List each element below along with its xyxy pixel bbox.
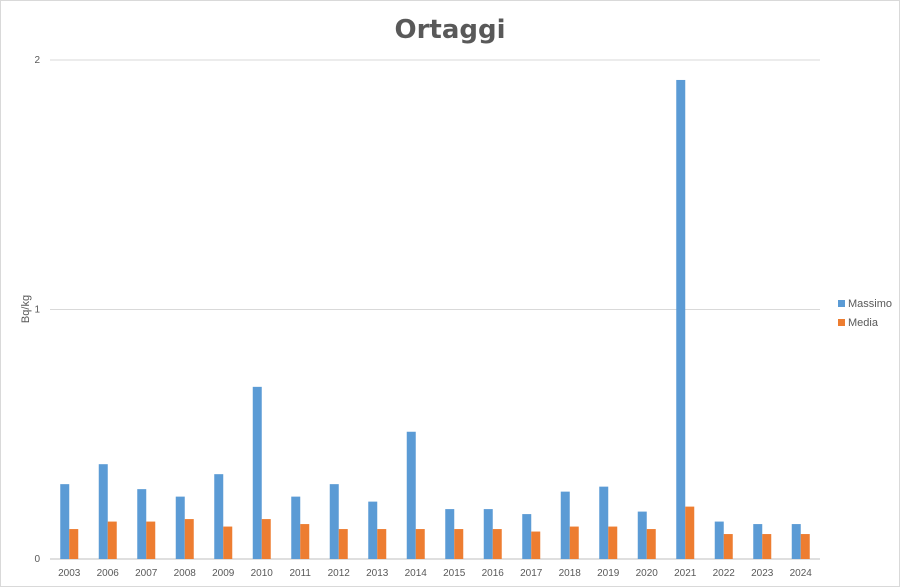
x-tick-label: 2017 <box>520 568 543 579</box>
bar-media-2015 <box>454 529 464 559</box>
bar-media-2013 <box>377 529 387 559</box>
bar-media-2003 <box>69 529 79 559</box>
bar-massimo-2006 <box>98 464 108 559</box>
y-tick-label: 2 <box>34 55 40 66</box>
legend: Massimo Media <box>838 298 892 329</box>
bar-massimo-2022 <box>714 521 724 559</box>
x-tick-label: 2023 <box>751 568 774 579</box>
x-tick-label: 2021 <box>674 568 697 579</box>
x-tick-label: 2009 <box>212 568 235 579</box>
legend-swatch-massimo <box>838 300 845 307</box>
x-tick-label: 2003 <box>58 568 81 579</box>
bar-massimo-2011 <box>291 496 301 559</box>
x-tick-label: 2012 <box>328 568 351 579</box>
bar-media-2019 <box>608 526 618 559</box>
y-tick-label: 0 <box>34 554 40 565</box>
bar-media-2006 <box>107 521 117 559</box>
x-tick-label: 2007 <box>135 568 158 579</box>
x-tick-label: 2008 <box>174 568 197 579</box>
bar-media-2010 <box>261 519 271 559</box>
gridlines <box>50 59 820 560</box>
x-tick-label: 2014 <box>405 568 428 579</box>
x-tick-label: 2006 <box>97 568 120 579</box>
y-axis-label: Bq/kg <box>20 295 32 323</box>
bar-media-2021 <box>685 506 695 559</box>
bar-massimo-2003 <box>60 484 70 559</box>
bar-massimo-2020 <box>637 511 647 559</box>
legend-label-media: Media <box>848 317 879 329</box>
y-axis-ticks: 0 1 2 <box>34 55 40 565</box>
x-tick-label: 2020 <box>636 568 659 579</box>
x-tick-label: 2015 <box>443 568 466 579</box>
bar-media-2024 <box>800 534 810 559</box>
bar-media-2011 <box>300 524 310 559</box>
bar-massimo-2017 <box>522 514 532 559</box>
x-tick-label: 2024 <box>790 568 813 579</box>
x-tick-label: 2011 <box>289 568 311 579</box>
bar-massimo-2013 <box>368 501 378 559</box>
chart-title: Ortaggi <box>394 15 505 45</box>
bar-media-2023 <box>762 534 772 559</box>
bar-massimo-2014 <box>406 431 416 559</box>
bar-massimo-2015 <box>445 509 455 559</box>
x-tick-label: 2018 <box>559 568 582 579</box>
x-axis-ticks: 2003 2006 2007 2008 2009 2010 2011 2012 2013 2014… <box>58 568 812 579</box>
legend-label-massimo: Massimo <box>848 298 892 310</box>
bar-media-2012 <box>338 529 348 559</box>
bar-massimo-2016 <box>483 509 493 559</box>
bar-massimo-2021 <box>676 79 686 560</box>
bar-massimo-2024 <box>791 524 801 559</box>
x-tick-label: 2010 <box>251 568 274 579</box>
bar-massimo-2008 <box>175 496 185 559</box>
x-tick-label: 2013 <box>366 568 389 579</box>
bar-media-2018 <box>569 526 579 559</box>
bar-massimo-2009 <box>214 474 224 559</box>
bar-massimo-2018 <box>560 491 570 559</box>
bar-media-2007 <box>146 521 156 559</box>
x-tick-label: 2016 <box>482 568 505 579</box>
bar-media-2009 <box>223 526 233 559</box>
y-tick-label: 1 <box>34 305 40 316</box>
bar-media-2016 <box>492 529 502 559</box>
bar-media-2022 <box>723 534 733 559</box>
x-tick-label: 2022 <box>713 568 736 579</box>
bar-massimo-2019 <box>599 486 609 559</box>
bar-massimo-2007 <box>137 489 147 559</box>
legend-swatch-media <box>838 319 845 326</box>
bar-media-2020 <box>646 529 656 559</box>
bar-media-2017 <box>531 531 541 559</box>
bar-media-2008 <box>184 519 194 559</box>
bar-massimo-2010 <box>252 386 262 559</box>
x-tick-label: 2019 <box>597 568 620 579</box>
bar-media-2014 <box>415 529 425 559</box>
bars <box>60 79 810 560</box>
bar-massimo-2012 <box>329 484 339 559</box>
bar-massimo-2023 <box>753 524 763 559</box>
